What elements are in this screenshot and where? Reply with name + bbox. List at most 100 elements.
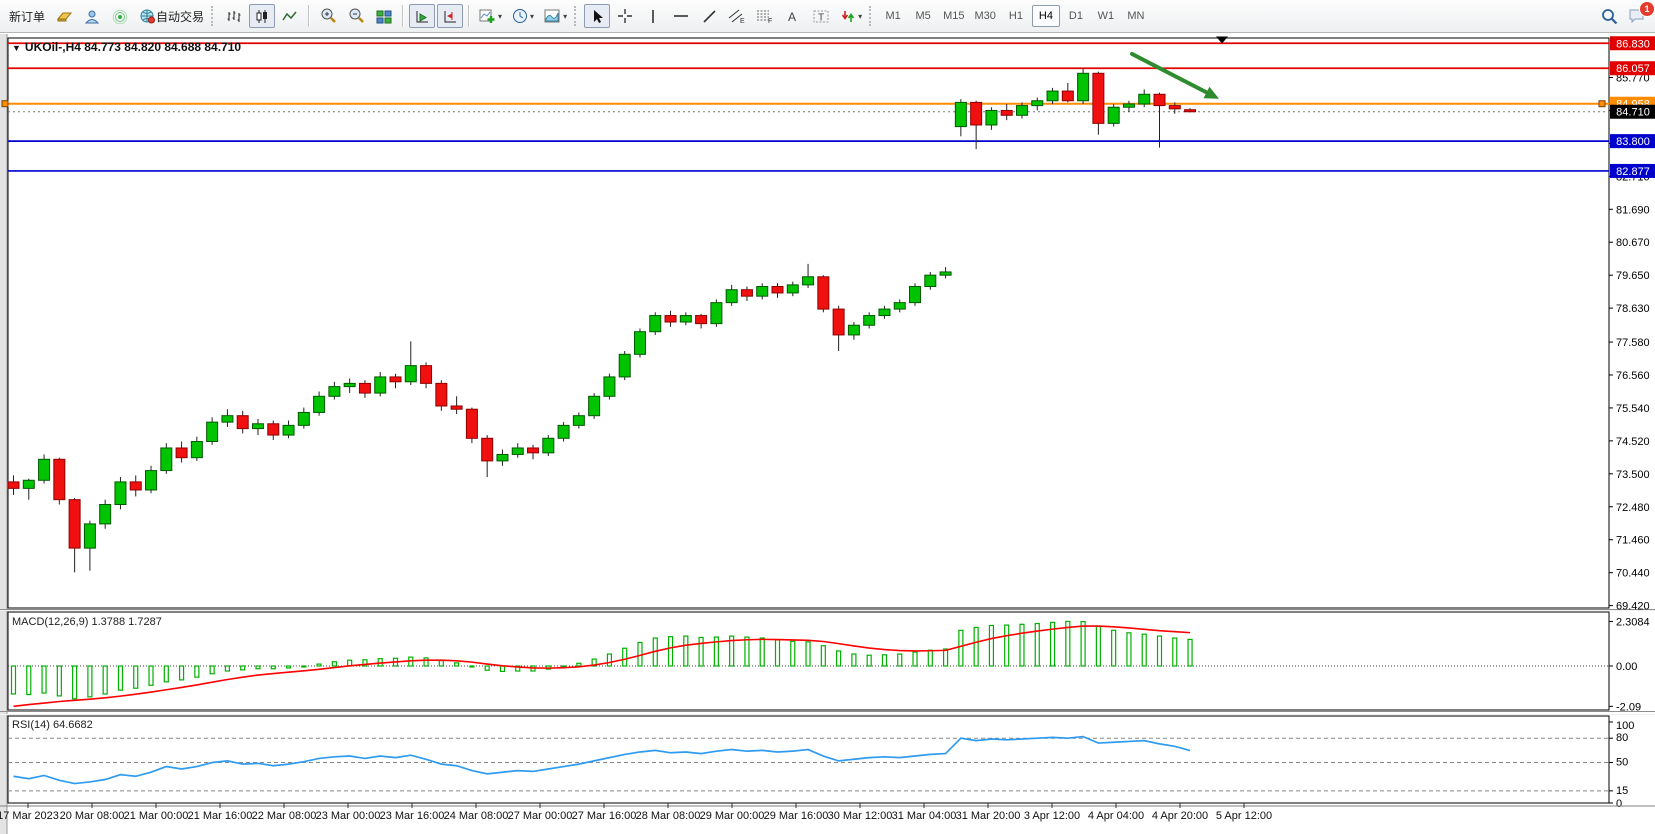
- svg-text:22 Mar 08:00: 22 Mar 08:00: [252, 810, 317, 822]
- notifications-button[interactable]: 1: [1624, 1, 1655, 28]
- timeframe-h1-button[interactable]: H1: [1002, 5, 1030, 27]
- candle-down: [420, 365, 433, 384]
- community-button[interactable]: [79, 4, 105, 28]
- trendline-button[interactable]: [696, 4, 722, 28]
- svg-text:69.420: 69.420: [1616, 601, 1650, 613]
- text-button[interactable]: A: [780, 4, 806, 28]
- period-button[interactable]: ▾: [508, 4, 538, 28]
- chart-canvas[interactable]: 85.77084.75083.73082.71081.69080.67079.6…: [0, 34, 1655, 834]
- auto-scroll-button[interactable]: [409, 4, 436, 28]
- candles: [7, 68, 1197, 573]
- candle-down: [129, 481, 142, 491]
- svg-text:21 Mar 16:00: 21 Mar 16:00: [188, 810, 253, 822]
- candle-up: [985, 109, 998, 126]
- price-axis[interactable]: 85.77084.75083.73082.71081.69080.67079.6…: [1609, 73, 1650, 613]
- candle-up: [588, 395, 601, 417]
- zoom-in-button[interactable]: [315, 4, 341, 28]
- candlestick-chart-button[interactable]: [249, 4, 276, 28]
- toolbar-grip[interactable]: [574, 6, 579, 26]
- candle-down: [465, 408, 478, 439]
- candle-up: [1031, 100, 1044, 107]
- svg-text:80.670: 80.670: [1616, 237, 1650, 249]
- candle-up: [160, 447, 173, 472]
- svg-text:100: 100: [1616, 720, 1634, 732]
- text-label-icon: T: [813, 9, 830, 24]
- arrows-button[interactable]: ▾: [836, 4, 866, 28]
- text-label-button[interactable]: T: [808, 4, 834, 28]
- line-chart-button[interactable]: [277, 4, 303, 28]
- timeframe-mn-button[interactable]: MN: [1122, 5, 1150, 27]
- horizontal-line-button[interactable]: [668, 4, 694, 28]
- price-badge: 86.057: [1610, 61, 1655, 76]
- candle-up: [878, 308, 891, 317]
- timeframe-group: M1 M5 M15 M30 H1 H4 D1 W1 MN: [878, 5, 1151, 27]
- svg-text:70.440: 70.440: [1616, 568, 1650, 580]
- user-icon: [84, 9, 100, 24]
- timeframe-m1-button[interactable]: M1: [879, 5, 907, 27]
- candle-up: [496, 453, 509, 462]
- svg-text:29 Mar 16:00: 29 Mar 16:00: [764, 810, 829, 822]
- timeframe-h4-button[interactable]: H4: [1031, 5, 1060, 27]
- add-indicator-button[interactable]: ▾: [475, 4, 506, 28]
- time-axis[interactable]: 17 Mar 2023 20 Mar 08:00 21 Mar 00:00 21 Ma…: [0, 803, 1272, 822]
- horizontal-line-icon: [673, 11, 689, 21]
- rsi-panel-label: RSI(14) 64.6682: [12, 719, 93, 731]
- timeframe-d1-button[interactable]: D1: [1062, 5, 1090, 27]
- candle-up: [786, 284, 799, 294]
- svg-text:24 Mar 08:00: 24 Mar 08:00: [444, 810, 509, 822]
- shift-marker-icon[interactable]: [1216, 36, 1228, 44]
- bar-chart-icon: [226, 9, 242, 24]
- chart-area: 85.77084.75083.73082.71081.69080.67079.6…: [0, 34, 1655, 834]
- candle-down: [527, 447, 540, 454]
- chart-shift-button[interactable]: [437, 4, 464, 28]
- line-handle[interactable]: [1598, 100, 1606, 108]
- tile-windows-button[interactable]: [371, 4, 397, 28]
- candle-up: [22, 479, 35, 489]
- equidistant-channel-icon: E: [728, 8, 746, 24]
- timeframe-w1-button[interactable]: W1: [1092, 5, 1120, 27]
- fibonacci-button[interactable]: F: [752, 4, 778, 28]
- vertical-line-button[interactable]: [640, 4, 666, 28]
- candle-up: [939, 271, 952, 276]
- crosshair-button[interactable]: [612, 4, 638, 28]
- svg-text:80: 80: [1616, 732, 1628, 744]
- annotation-arrow[interactable]: [1130, 51, 1216, 99]
- toolbar-grip[interactable]: [211, 6, 216, 26]
- cursor-button[interactable]: [584, 4, 611, 28]
- timeframe-m5-button[interactable]: M5: [909, 5, 937, 27]
- text-icon: A: [786, 9, 800, 24]
- candle-up: [190, 441, 203, 459]
- candle-up: [282, 424, 295, 436]
- timeframe-m15-button[interactable]: M15: [939, 5, 968, 27]
- svg-text:F: F: [768, 18, 772, 24]
- toolbar-separator: [402, 5, 405, 27]
- timeframe-m30-button[interactable]: M30: [971, 5, 1000, 27]
- signals-button[interactable]: [107, 4, 133, 28]
- candle-up: [924, 274, 937, 287]
- macd-signal-line: [13, 625, 1191, 708]
- macd-axis[interactable]: 2.3084 0.00 -2.09: [1609, 616, 1650, 713]
- candle-up: [1077, 72, 1090, 102]
- chart-dropdown-arrow[interactable]: ▼: [12, 43, 21, 53]
- auto-trading-label: 自动交易: [156, 9, 205, 24]
- annotation-arrow-head[interactable]: [1203, 86, 1220, 99]
- zoom-out-button[interactable]: [343, 4, 369, 28]
- equidistant-channel-button[interactable]: E: [724, 4, 750, 28]
- bar-chart-button[interactable]: [221, 4, 247, 28]
- svg-text:86.830: 86.830: [1616, 38, 1650, 50]
- svg-text:85.770: 85.770: [1616, 73, 1650, 85]
- auto-trading-button[interactable]: 自动交易: [135, 4, 208, 28]
- template-button[interactable]: ▾: [540, 4, 571, 28]
- metaeditor-button[interactable]: [51, 4, 77, 28]
- price-badge: 83.800: [1610, 134, 1655, 149]
- new-order-button[interactable]: 新订单: [5, 4, 49, 28]
- search-button[interactable]: [1596, 4, 1622, 28]
- svg-text:2.3084: 2.3084: [1616, 616, 1650, 628]
- candle-up: [114, 481, 127, 506]
- arrows-icon: [840, 9, 856, 24]
- candle-down: [358, 382, 371, 394]
- line-handle[interactable]: [1, 100, 9, 108]
- candle-up: [710, 302, 723, 325]
- toolbar-grip[interactable]: [869, 6, 874, 26]
